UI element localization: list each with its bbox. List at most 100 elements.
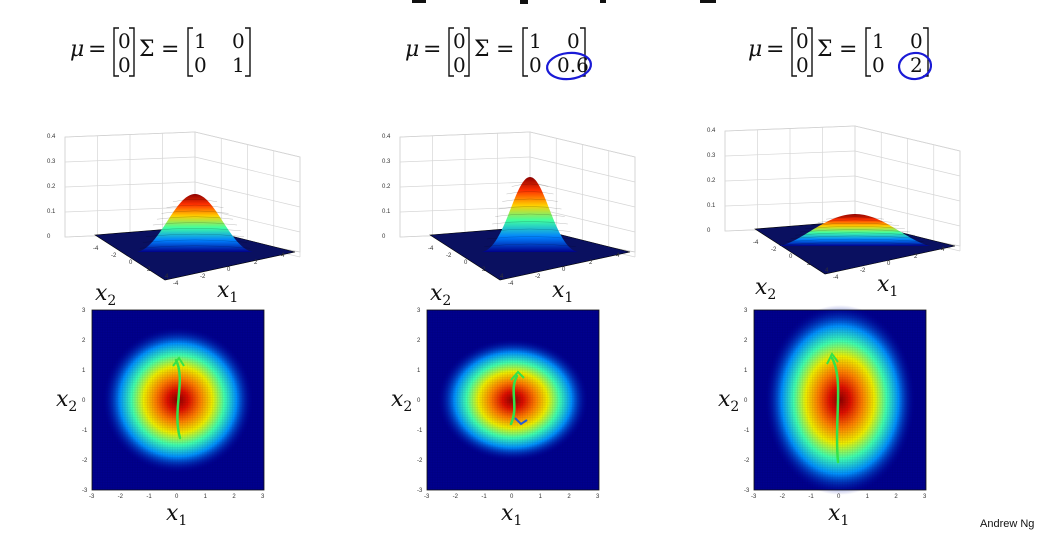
heatmap-x-tick: -3 bbox=[89, 494, 95, 500]
sigma-symbol: Σ bbox=[817, 37, 833, 62]
heatmap-x-tick: 3 bbox=[923, 494, 927, 500]
sigma-entry: 0 bbox=[567, 29, 580, 53]
axis-label-letter: x bbox=[95, 281, 108, 306]
x1-axis-tick: 4 bbox=[616, 253, 620, 259]
heatmap-x-tick: -2 bbox=[118, 494, 124, 500]
z-axis-tick: 0.1 bbox=[382, 209, 391, 215]
equals-sign: = bbox=[88, 37, 106, 62]
x1-axis-tick: 2 bbox=[589, 260, 593, 266]
axis-label-letter: x bbox=[501, 501, 514, 526]
mu-entry: 0 bbox=[118, 53, 131, 77]
matrix-bracket-right bbox=[923, 27, 929, 77]
sigma-entry: 0.6 bbox=[557, 53, 589, 77]
mu-entry: 0 bbox=[118, 29, 131, 53]
x1-axis-tick: -2 bbox=[200, 274, 206, 280]
axis-label-subscript: 1 bbox=[840, 513, 849, 529]
x1-axis-tick: 0 bbox=[887, 261, 891, 267]
heatmap-frame bbox=[91, 309, 265, 491]
heatmap-y-tick: -3 bbox=[744, 488, 750, 494]
surface-mesh-line bbox=[149, 228, 241, 232]
matrix-bracket-right bbox=[129, 27, 135, 77]
surface-mesh-line bbox=[495, 213, 565, 217]
sigma-entry: 1 bbox=[194, 29, 207, 53]
mu-symbol: μ bbox=[405, 37, 419, 62]
surface-mesh-line bbox=[498, 206, 562, 210]
z-axis-tick: 0.3 bbox=[707, 153, 716, 159]
axis-label-letter: x bbox=[877, 272, 890, 297]
x1-axis-tick: 2 bbox=[914, 254, 918, 260]
heatmap-x-tick: -2 bbox=[453, 494, 459, 500]
equals-sign: = bbox=[496, 37, 514, 62]
x2-axis-tick: 0 bbox=[464, 260, 468, 266]
x2-axis-tick: 0 bbox=[129, 260, 133, 266]
z-axis-tick: 0.3 bbox=[47, 159, 56, 165]
mu-entry: 0 bbox=[453, 53, 466, 77]
slide-title-fragment bbox=[412, 0, 716, 4]
surface-mesh-line bbox=[790, 235, 920, 239]
z-axis-tick: 0.4 bbox=[707, 128, 716, 134]
x2-axis-tick: -4 bbox=[753, 240, 759, 246]
heatmap-x-tick: 1 bbox=[204, 494, 208, 500]
matrix-bracket-left bbox=[791, 27, 797, 77]
heatmap-x-tick: -3 bbox=[751, 494, 757, 500]
surface-floor bbox=[94, 226, 296, 281]
surface-mesh-line bbox=[810, 222, 900, 226]
handwritten-arrow bbox=[509, 374, 519, 426]
axis-label-letter: x bbox=[828, 501, 841, 526]
x2-axis-tick: 4 bbox=[825, 268, 829, 274]
x2-axis-tick: 4 bbox=[500, 274, 504, 280]
heatmap-frame bbox=[753, 309, 927, 491]
z-axis-tick: 0.1 bbox=[707, 203, 716, 209]
heatmap-y-tick: 3 bbox=[417, 308, 421, 314]
surface-mesh-line bbox=[142, 239, 248, 243]
axis-label-x1: x1 bbox=[828, 501, 849, 529]
x1-axis-tick: 0 bbox=[227, 267, 231, 273]
axis-label-letter: x bbox=[430, 281, 443, 306]
z-axis-tick: 0 bbox=[382, 234, 386, 240]
z-axis-tick: 0.4 bbox=[382, 134, 391, 140]
x1-axis-tick: -4 bbox=[833, 275, 839, 281]
z-axis-tick: 0.3 bbox=[382, 159, 391, 165]
z-axis-tick: 0.1 bbox=[47, 209, 56, 215]
surface-mesh-line bbox=[795, 232, 915, 236]
gaussian-surface bbox=[779, 214, 931, 246]
heatmap-x-tick: 1 bbox=[539, 494, 543, 500]
sigma-entry: 0 bbox=[910, 29, 923, 53]
handwritten-arrow bbox=[174, 358, 182, 440]
surface-mesh-line bbox=[484, 243, 576, 247]
z-axis-tick: 0.4 bbox=[47, 134, 56, 140]
equals-sign: = bbox=[766, 37, 784, 62]
heatmap-x-tick: -1 bbox=[146, 494, 152, 500]
handwritten-arrow bbox=[172, 356, 185, 367]
matrix-bracket-right bbox=[807, 27, 813, 77]
heatmap-x-tick: -1 bbox=[808, 494, 814, 500]
panel-2: μ = 00Σ = 1 00 0.600.10.20.30.4-4-4-2-2002244x… bbox=[382, 27, 636, 529]
x1-axis-tick: -2 bbox=[860, 268, 866, 274]
mu-entry: 0 bbox=[796, 53, 809, 77]
matrix-bracket-left bbox=[865, 27, 871, 77]
equals-sign: = bbox=[839, 37, 857, 62]
gaussian-surface bbox=[482, 177, 578, 252]
x2-axis-tick: -2 bbox=[111, 253, 117, 259]
matrix-bracket-left bbox=[187, 27, 193, 77]
surface-mesh-line bbox=[817, 219, 893, 223]
sigma-symbol: Σ bbox=[474, 37, 490, 62]
axis-label-x2: x2 bbox=[95, 281, 116, 309]
surface-mesh-line bbox=[145, 233, 245, 237]
mu-symbol: μ bbox=[748, 37, 762, 62]
parameter-equation: μ = 00Σ = 1 00 1 bbox=[70, 27, 251, 77]
x1-axis-tick: 2 bbox=[254, 260, 258, 266]
axis-label-subscript: 1 bbox=[178, 513, 187, 529]
surface-mesh-line bbox=[492, 221, 568, 225]
surface-mesh-line bbox=[786, 238, 924, 242]
handwritten-arrow bbox=[510, 370, 525, 381]
heatmap-y-tick: 1 bbox=[417, 368, 421, 374]
handwritten-arrow bbox=[514, 417, 528, 426]
sigma-entry: 1 bbox=[232, 53, 245, 77]
surface-floor bbox=[754, 220, 956, 275]
heatmap-x-tick: -3 bbox=[424, 494, 430, 500]
